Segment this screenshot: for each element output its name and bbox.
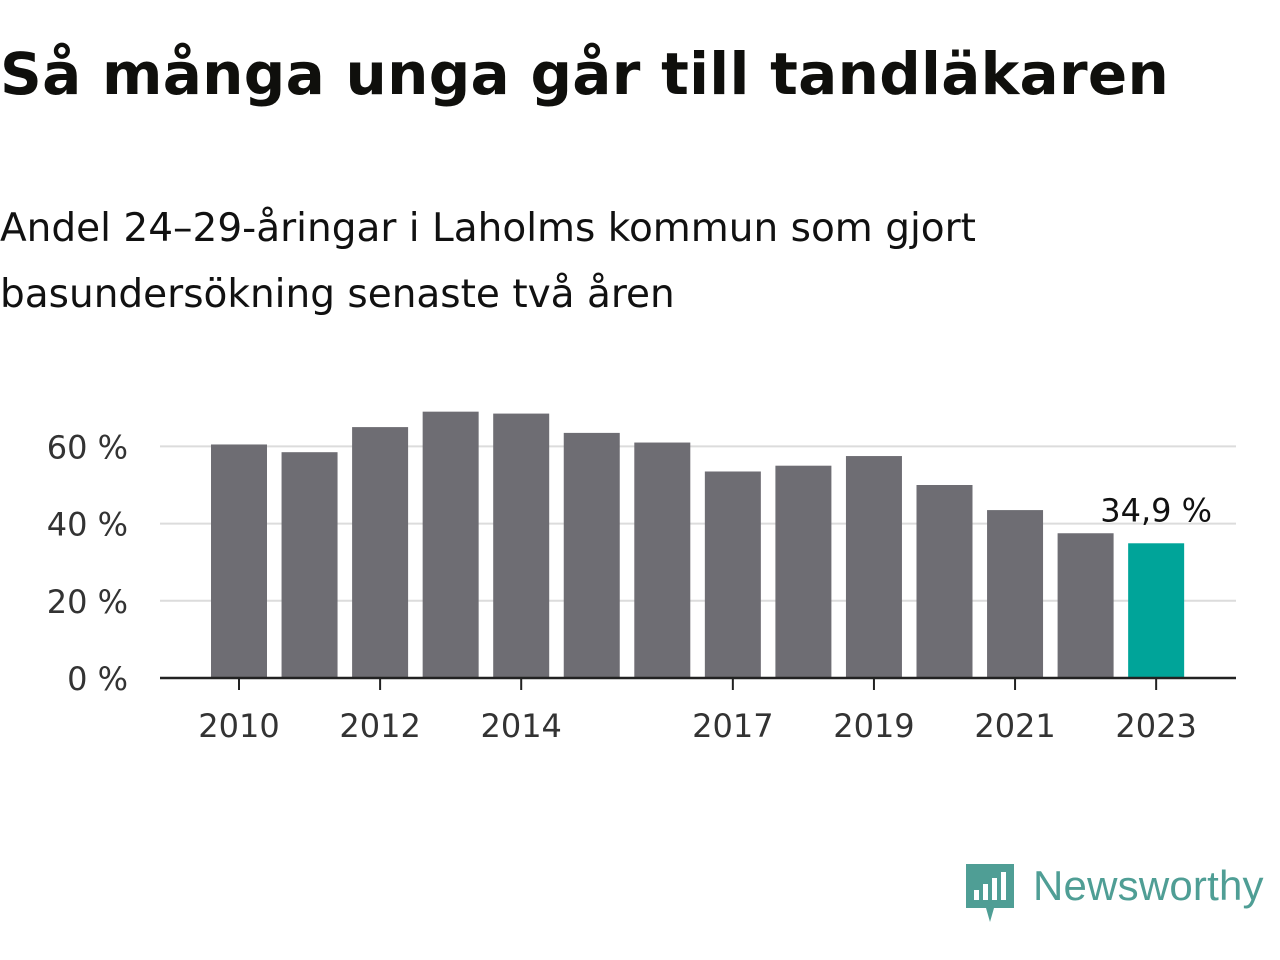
- x-tick-label: 2010: [198, 707, 279, 745]
- bar: [775, 465, 832, 678]
- bar: [845, 456, 902, 678]
- bar: [1128, 543, 1185, 678]
- x-tick-label: 2023: [1115, 707, 1196, 745]
- bar: [1057, 533, 1114, 678]
- axes: [160, 676, 1236, 690]
- x-tick-label: 2014: [480, 707, 561, 745]
- chart-title: Så många unga går till tandläkaren: [0, 40, 1170, 108]
- labels: 0 % 20 % 40 % 60 % 2010 2012 2014 2017 2019 2021 2…: [47, 428, 1212, 745]
- y-tick-label: 0 %: [67, 660, 128, 698]
- x-tick-label: 2021: [974, 707, 1055, 745]
- bar: [634, 442, 691, 678]
- bar: [704, 471, 761, 678]
- newsworthy-logo-icon: [966, 864, 1014, 922]
- bar: [422, 411, 479, 678]
- bar: [987, 510, 1044, 678]
- y-tick-label: 40 %: [47, 506, 128, 544]
- bar-chart: 0 % 20 % 40 % 60 % 2010 2012 2014 2017 2019 2021 2…: [47, 411, 1236, 745]
- bars: [211, 411, 1185, 678]
- bar: [211, 444, 267, 678]
- y-tick-label: 20 %: [47, 583, 128, 621]
- data-label: 34,9 %: [1100, 491, 1212, 529]
- x-tick-label: 2017: [692, 707, 773, 745]
- chart-subtitle: Andel 24–29-åringar i Laholms kommun som…: [0, 206, 976, 317]
- brand-name: Newsworthy: [1033, 862, 1264, 909]
- bar: [493, 413, 550, 678]
- bar: [563, 432, 620, 678]
- bar: [916, 485, 973, 678]
- grid-lines: [160, 445, 1236, 602]
- y-tick-label: 60 %: [47, 428, 128, 466]
- bar: [352, 427, 409, 678]
- bar: [281, 452, 338, 678]
- x-tick-label: 2019: [833, 707, 914, 745]
- x-tick-label: 2012: [339, 707, 420, 745]
